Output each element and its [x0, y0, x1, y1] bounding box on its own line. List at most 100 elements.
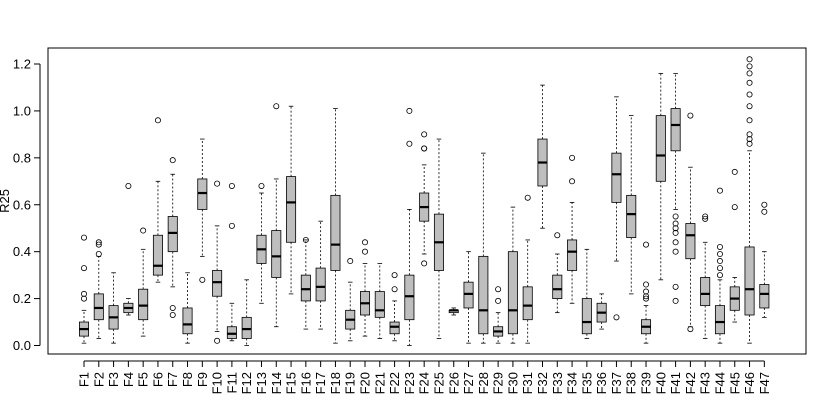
box-F16 [300, 236, 311, 330]
iqr-box [389, 321, 400, 335]
iqr-box [655, 115, 666, 182]
x-tick-label: F26 [446, 372, 461, 394]
y-tick-label: 1.0 [13, 103, 31, 118]
x-tick-label: F42 [683, 372, 698, 394]
x-tick-label: F19 [343, 372, 358, 394]
outlier-point [495, 297, 502, 304]
iqr-box [271, 230, 282, 278]
outlier-point [672, 220, 679, 227]
outlier-point [643, 295, 650, 302]
outlier-point [716, 265, 723, 272]
box-F34 [567, 154, 578, 304]
iqr-box [226, 326, 237, 339]
outlier-point [347, 258, 354, 265]
box-F1 [79, 234, 90, 344]
outlier-point [746, 131, 753, 138]
iqr-box [241, 316, 252, 339]
box-F43 [700, 213, 711, 339]
iqr-box [300, 274, 311, 302]
outlier-point [524, 194, 531, 201]
box-F13 [256, 182, 267, 304]
outlier-point [672, 225, 679, 232]
iqr-box [182, 307, 193, 335]
x-tick-label: F4 [121, 372, 136, 387]
box-F28 [478, 152, 489, 344]
outlier-point [731, 204, 738, 211]
x-tick-label: F33 [550, 372, 565, 394]
outlier-point [362, 248, 369, 255]
x-tick-label: F15 [284, 372, 299, 394]
y-tick-label: 1.2 [13, 57, 31, 72]
x-tick-label: F9 [195, 372, 210, 387]
box-F8 [182, 272, 193, 344]
iqr-box [744, 246, 755, 316]
box-F5 [138, 227, 149, 337]
x-tick-label: F32 [535, 372, 550, 394]
x-tick-label: F23 [402, 372, 417, 394]
iqr-box [478, 255, 489, 335]
outlier-point [228, 222, 235, 229]
x-tick-label: F28 [476, 372, 491, 394]
outlier-point [643, 288, 650, 295]
x-tick-label: F36 [594, 372, 609, 394]
iqr-box [138, 288, 149, 321]
x-tick-label: F10 [210, 372, 225, 394]
iqr-box [567, 239, 578, 271]
outlier-point [421, 260, 428, 267]
outlier-point [258, 182, 265, 189]
outlier-point [169, 157, 176, 164]
outlier-point [716, 187, 723, 194]
box-F9 [197, 138, 208, 283]
x-tick-label: F8 [180, 372, 195, 387]
x-tick-label: F34 [565, 372, 580, 394]
outlier-point [643, 281, 650, 288]
iqr-box [700, 277, 711, 307]
outlier-point [421, 131, 428, 138]
box-F10 [212, 180, 223, 344]
box-F11 [226, 182, 237, 342]
x-tick-label: F5 [136, 372, 151, 387]
iqr-box [552, 274, 563, 299]
outlier-point [746, 140, 753, 147]
boxes-layer [79, 56, 770, 346]
outlier-point [746, 117, 753, 124]
outlier-point [140, 227, 147, 234]
x-tick-label: F29 [491, 372, 506, 394]
iqr-box [93, 293, 104, 321]
x-tick-label: F11 [224, 372, 239, 393]
outlier-point [169, 312, 176, 319]
outlier-point [125, 182, 132, 189]
outlier-point [746, 70, 753, 77]
x-tick-label: F45 [727, 372, 742, 394]
iqr-box [404, 274, 415, 321]
x-tick-label: F13 [254, 372, 269, 394]
outlier-point [302, 236, 309, 243]
outlier-point [702, 215, 709, 222]
box-F33 [552, 232, 563, 314]
x-tick-label: F17 [313, 372, 328, 394]
outlier-point [687, 112, 694, 119]
iqr-box [759, 284, 770, 309]
x-tick-label: F2 [91, 372, 106, 387]
iqr-box [611, 152, 622, 203]
iqr-box [507, 251, 518, 335]
y-tick-label: 0.0 [13, 338, 31, 353]
box-F37 [611, 96, 622, 321]
y-axis-title: R25 [0, 189, 12, 213]
box-F12 [241, 279, 252, 346]
box-F31 [522, 194, 533, 344]
outlier-point [746, 63, 753, 70]
iqr-box [714, 305, 725, 335]
x-tick-label: F22 [387, 372, 402, 394]
outlier-point [761, 201, 768, 208]
outlier-point [746, 56, 753, 63]
outlier-point [95, 239, 102, 246]
outlier-point [746, 79, 753, 86]
outlier-point [406, 107, 413, 114]
outlier-point [672, 297, 679, 304]
outlier-point [228, 182, 235, 189]
outlier-point [391, 272, 398, 279]
x-tick-label: F40 [653, 372, 668, 394]
box-F29 [493, 286, 504, 344]
outlier-point [643, 241, 650, 248]
